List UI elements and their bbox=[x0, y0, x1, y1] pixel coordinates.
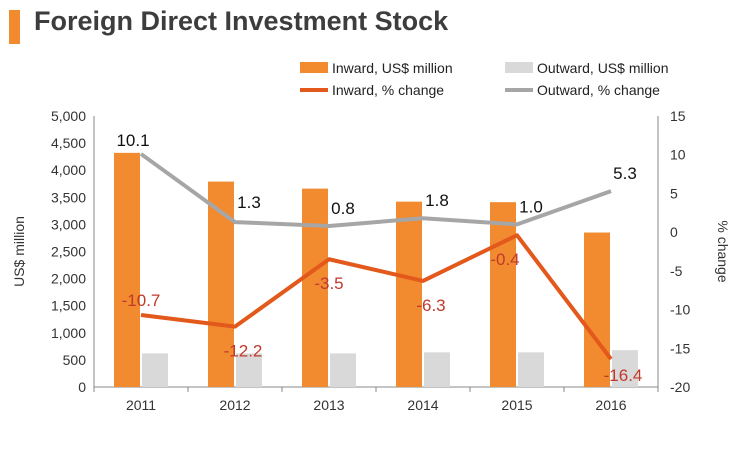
y2-tick-label: 0 bbox=[670, 224, 678, 240]
bar-outward bbox=[612, 350, 638, 387]
data-label-outward: 1.8 bbox=[425, 191, 449, 210]
bar-outward bbox=[518, 352, 544, 387]
data-label-outward: 0.8 bbox=[331, 199, 355, 218]
x-tick-label: 2014 bbox=[407, 397, 438, 413]
legend-label: Inward, % change bbox=[332, 82, 444, 98]
x-tick-label: 2013 bbox=[313, 397, 344, 413]
x-tick-label: 2012 bbox=[219, 397, 250, 413]
y-tick-label: 1,500 bbox=[51, 298, 86, 314]
bar-outward bbox=[142, 353, 168, 387]
legend-label: Outward, US$ million bbox=[537, 60, 669, 76]
x-tick-label: 2015 bbox=[501, 397, 532, 413]
data-label-inward: -3.5 bbox=[314, 274, 343, 293]
y2-tick-label: -5 bbox=[670, 263, 683, 279]
y2-tick-label: 5 bbox=[670, 185, 678, 201]
y-tick-label: 0 bbox=[78, 379, 86, 395]
data-label-outward: 1.3 bbox=[237, 193, 261, 212]
x-tick-label: 2016 bbox=[595, 397, 626, 413]
y2-tick-label: -20 bbox=[670, 379, 690, 395]
legend-swatch-bar bbox=[505, 62, 533, 73]
data-label-outward: 5.3 bbox=[613, 164, 637, 183]
data-label-inward: -12.2 bbox=[224, 342, 263, 361]
chart-title: Foreign Direct Investment Stock bbox=[34, 6, 449, 36]
line-outward-pct-change bbox=[139, 152, 612, 228]
legend-label: Inward, US$ million bbox=[332, 60, 453, 76]
bar-outward bbox=[330, 353, 356, 387]
data-label-outward: 1.0 bbox=[519, 197, 543, 216]
data-label-inward: -10.7 bbox=[122, 291, 161, 310]
data-label-inward: -0.4 bbox=[490, 250, 519, 269]
legend-label: Outward, % change bbox=[537, 82, 660, 98]
y-tick-label: 4,000 bbox=[51, 162, 86, 178]
y-tick-label: 3,000 bbox=[51, 216, 86, 232]
line-inward-pct-change bbox=[140, 233, 613, 361]
bar-inward bbox=[490, 202, 516, 387]
y-tick-label: 4,500 bbox=[51, 135, 86, 151]
y-tick-label: 1,000 bbox=[51, 325, 86, 341]
y-tick-label: 3,500 bbox=[51, 189, 86, 205]
bar-inward bbox=[584, 232, 610, 387]
x-tick-label: 2011 bbox=[126, 397, 156, 413]
title-accent-bar bbox=[9, 10, 20, 44]
bar-outward bbox=[236, 353, 262, 387]
bar-outward bbox=[424, 352, 450, 387]
bar-inward bbox=[396, 201, 422, 387]
data-label-inward: -16.4 bbox=[604, 366, 643, 385]
y-axis-title: US$ million bbox=[11, 216, 27, 287]
y-tick-label: 2,000 bbox=[51, 271, 86, 287]
y2-tick-label: 10 bbox=[670, 147, 686, 163]
y-tick-label: 500 bbox=[63, 352, 87, 368]
bar-inward bbox=[302, 188, 328, 387]
y2-tick-label: -15 bbox=[670, 340, 690, 356]
y2-tick-label: -10 bbox=[670, 302, 690, 318]
y-tick-label: 5,000 bbox=[51, 108, 86, 124]
bar-inward bbox=[114, 152, 140, 387]
y2-axis-title: % change bbox=[715, 220, 731, 282]
legend-swatch-bar bbox=[300, 62, 328, 73]
data-label-inward: -6.3 bbox=[416, 296, 445, 315]
data-label-outward: 10.1 bbox=[116, 131, 149, 150]
y-tick-label: 2,500 bbox=[51, 244, 86, 260]
y2-tick-label: 15 bbox=[670, 108, 686, 124]
